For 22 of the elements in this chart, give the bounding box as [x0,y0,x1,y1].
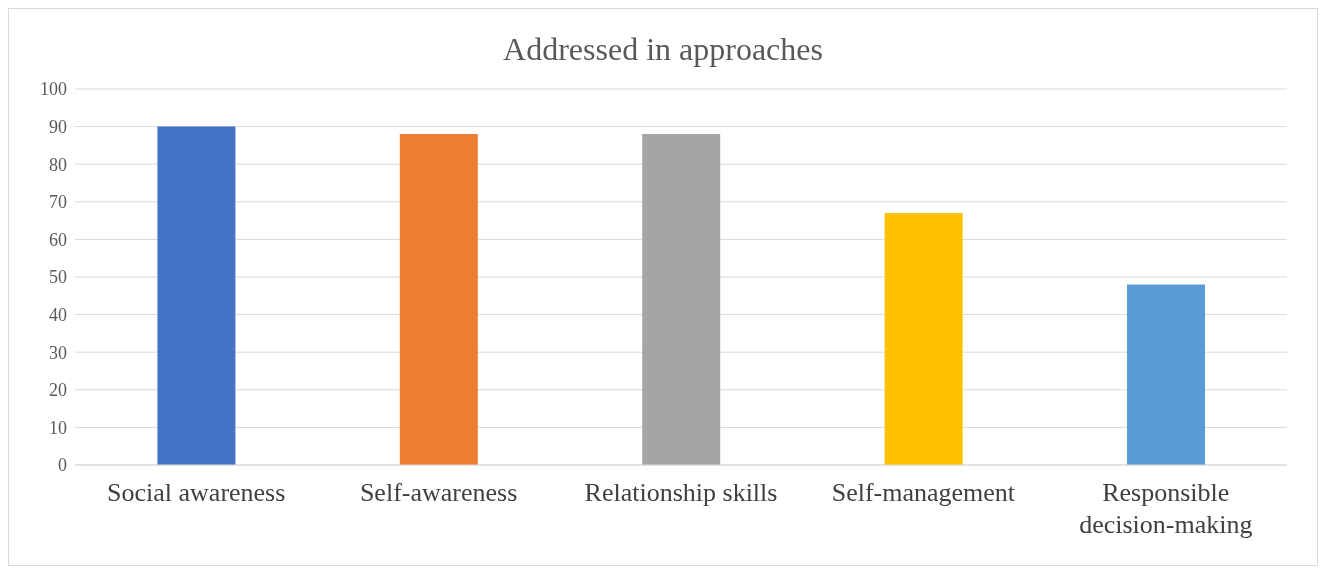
y-tick-label: 40 [49,304,67,325]
y-tick-label: 20 [49,380,67,401]
chart-title: Addressed in approaches [502,30,824,69]
y-tick-label: 70 [49,192,67,213]
y-tick-label: 50 [49,267,67,288]
y-tick-label: 10 [49,417,67,438]
bar [399,134,478,465]
bar [884,213,963,465]
y-tick-label: 60 [49,229,67,250]
y-tick-label: 0 [58,455,67,476]
x-tick-label: Responsible decision-making [1079,478,1253,539]
bar [642,134,721,465]
y-tick-label: 30 [49,342,67,363]
y-tick-label: 80 [49,154,67,175]
x-tick-label: Relationship skills [584,478,778,507]
bar [1127,284,1206,465]
y-tick-label: 100 [40,79,67,100]
bar [157,126,236,465]
x-tick-label: Social awareness [107,478,286,507]
y-tick-label: 90 [49,116,67,137]
x-tick-label: Self-management [831,478,1016,507]
x-tick-label: Self-awareness [359,478,518,507]
